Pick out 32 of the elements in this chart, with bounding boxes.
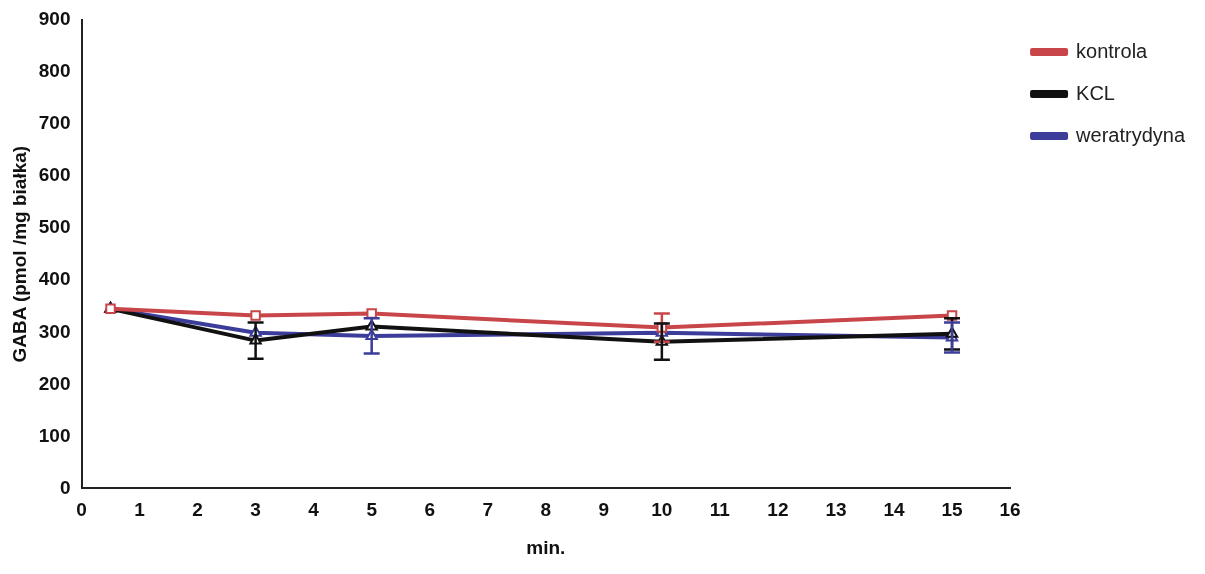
y-tick-label: 200 bbox=[38, 372, 71, 394]
x-tick-label: 16 bbox=[999, 499, 1021, 521]
y-tick-label: 700 bbox=[38, 112, 71, 134]
x-tick-label: 7 bbox=[482, 499, 494, 521]
x-tick-label: 11 bbox=[709, 499, 731, 521]
x-tick-label: 12 bbox=[767, 499, 789, 521]
x-tick-label: 3 bbox=[250, 499, 261, 521]
x-tick-label: 5 bbox=[366, 499, 378, 521]
y-tick-label: 600 bbox=[38, 164, 71, 186]
legend-label: kontrola bbox=[1076, 39, 1149, 62]
y-tick-label: 800 bbox=[38, 60, 71, 82]
y-tick-label: 100 bbox=[38, 424, 71, 446]
legend-label: weratrydyna bbox=[1075, 123, 1186, 146]
y-tick-label: 400 bbox=[38, 268, 71, 290]
x-tick-label: 2 bbox=[192, 499, 203, 521]
x-tick-label: 13 bbox=[825, 499, 847, 521]
x-tick-label: 10 bbox=[651, 499, 673, 521]
y-tick-label: 900 bbox=[38, 8, 71, 30]
x-tick-label: 8 bbox=[540, 499, 552, 521]
x-tick-label: 4 bbox=[308, 499, 320, 521]
y-tick-label: 300 bbox=[38, 320, 71, 342]
x-tick-label: 1 bbox=[134, 499, 146, 521]
y-axis-title: GABA (pmol /mg białka) bbox=[8, 145, 30, 363]
y-tick-label: 500 bbox=[38, 216, 71, 238]
x-tick-label: 14 bbox=[883, 499, 905, 521]
x-tick-label: 0 bbox=[76, 499, 87, 521]
legend-label: KCL bbox=[1076, 81, 1115, 104]
x-tick-label: 15 bbox=[941, 499, 964, 521]
x-axis-title: min. bbox=[526, 536, 566, 558]
x-tick-label: 9 bbox=[598, 499, 610, 521]
x-tick-label: 6 bbox=[424, 499, 435, 521]
y-tick-label: 0 bbox=[59, 476, 71, 498]
